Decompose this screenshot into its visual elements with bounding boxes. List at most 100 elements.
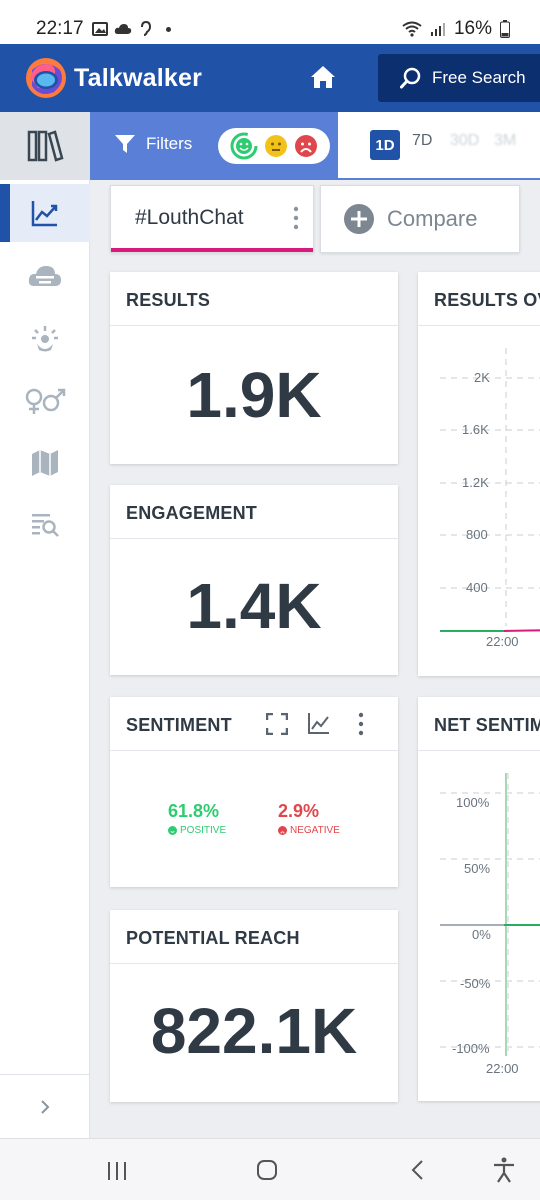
brand-name: Talkwalker [74,64,203,92]
query-tab-label: #LouthChat [135,206,244,229]
y-tick: 50% [464,861,491,876]
status-right: 16% [402,18,510,40]
home-icon[interactable] [310,64,336,90]
results-title: RESULTS [126,290,211,310]
influencer-icon [32,326,58,352]
cloud-icon [114,24,132,34]
net-sentiment-card: NET SENTIM 100% 50% 0% -50% -100% 22:00 [418,697,540,1101]
negative-face-icon[interactable] [294,134,318,158]
home-nav-icon[interactable] [256,1159,278,1181]
compare-tab[interactable]: Compare [320,185,520,253]
card-header: RESULTS OV [418,272,540,326]
sidebar-item-influencers[interactable] [0,310,90,368]
more-options-icon[interactable] [358,712,364,736]
y-tick: 400 [466,580,488,595]
range-1d-button[interactable]: 1D [370,130,400,160]
potential-reach-title: POTENTIAL REACH [126,928,300,948]
battery-percent: 16% [453,18,492,39]
chevron-right-icon [41,1099,50,1114]
query-tab[interactable]: #LouthChat [110,185,314,253]
line-chart-icon[interactable] [308,712,330,734]
card-header: NET SENTIM [418,697,540,751]
y-tick: -50% [460,976,491,991]
y-tick: 800 [466,527,488,542]
filters-button[interactable]: Filters [114,134,192,154]
system-nav-bar [0,1138,540,1200]
negative-label: NEGATIVE [290,825,340,836]
cloud-topics-icon [28,266,61,286]
engagement-title: ENGAGEMENT [126,503,258,523]
x-tick: 22:00 [486,1061,519,1076]
results-over-time-chart [440,348,540,632]
card-header: ENGAGEMENT [110,485,398,539]
results-over-time-title: RESULTS OV [434,290,540,310]
back-icon[interactable] [410,1159,424,1181]
engagement-card: ENGAGEMENT 1.4K [110,485,398,675]
status-icons [92,21,171,37]
neutral-face-icon[interactable] [264,134,288,158]
sidebar-expand-button[interactable] [0,1074,90,1138]
y-tick: -100% [452,1041,490,1056]
sidebar-item-library[interactable] [0,112,90,180]
potential-reach-value: 822.1K [150,995,358,1067]
search-icon [400,67,421,89]
y-tick: 0% [472,927,491,942]
range-3m-button[interactable]: 3M [494,132,517,149]
y-tick: 100% [456,795,490,810]
library-icon [27,130,64,162]
status-time: 22:17 [36,18,84,39]
positive-face-icon [168,826,177,835]
sentiment-filter[interactable] [218,128,330,164]
fullscreen-icon[interactable] [266,713,288,735]
app-header: Talkwalker Free Search [0,44,540,112]
negative-label-row: NEGATIVE [278,825,340,836]
status-bar: 22:17 16% [0,0,540,44]
positive-face-icon[interactable] [230,132,258,160]
sidebar-item-map[interactable] [0,434,90,492]
active-tab-indicator [111,248,313,252]
positive-label-row: POSITIVE [168,825,226,836]
gallery-icon [92,22,108,36]
time-range-selector: 1D 7D 30D 3M [338,112,540,178]
accessibility-icon[interactable] [492,1157,516,1183]
trend-chart-icon [31,201,58,227]
battery-icon [500,20,510,38]
filters-label: Filters [146,134,193,153]
wifi-icon [402,21,422,37]
sidebar-item-results-list[interactable] [0,496,90,554]
talkwalker-logo-icon[interactable] [24,56,68,100]
potential-reach-card: POTENTIAL REACH 822.1K [110,910,398,1102]
filter-funnel-icon [115,135,135,153]
y-tick: 1.6K [462,422,489,437]
net-sentiment-chart [440,773,540,1056]
filter-bar: Filters 1D 7D 30D 3M [90,112,540,180]
sentiment-title: SENTIMENT [126,715,232,735]
dot-icon [166,26,171,32]
positive-value: 61.8% [168,801,220,821]
y-tick: 2K [474,370,490,385]
range-7d-button[interactable]: 7D [412,132,433,149]
compare-label: Compare [387,206,478,231]
card-header: POTENTIAL REACH [110,910,398,964]
negative-value: 2.9% [278,801,320,821]
more-options-icon[interactable] [293,206,299,230]
sentiment-card: SENTIMENT 61.8% POSITIVE 2.9% NEGATIVE [110,697,398,887]
add-circle-icon [344,204,374,234]
sidebar [0,112,90,1138]
signal-icon [430,23,445,36]
recent-apps-icon[interactable] [106,1161,128,1181]
card-header: SENTIMENT [110,697,398,751]
list-search-icon [32,514,59,537]
range-30d-button[interactable]: 30D [450,132,480,149]
sidebar-item-demographics[interactable] [0,372,90,430]
negative-face-icon [278,826,287,835]
free-search-button[interactable]: Free Search [378,54,540,102]
engagement-value: 1.4K [186,570,322,642]
results-card: RESULTS 1.9K [110,272,398,464]
y-tick: 1.2K [462,475,489,490]
sidebar-item-topics[interactable] [0,248,90,306]
net-sentiment-title: NET SENTIM [434,715,540,735]
free-search-label: Free Search [432,68,526,87]
sidebar-item-trends[interactable] [0,184,90,242]
results-over-time-card: RESULTS OV 2K 1.6K 1.2K 800 400 22:00 [418,272,540,676]
